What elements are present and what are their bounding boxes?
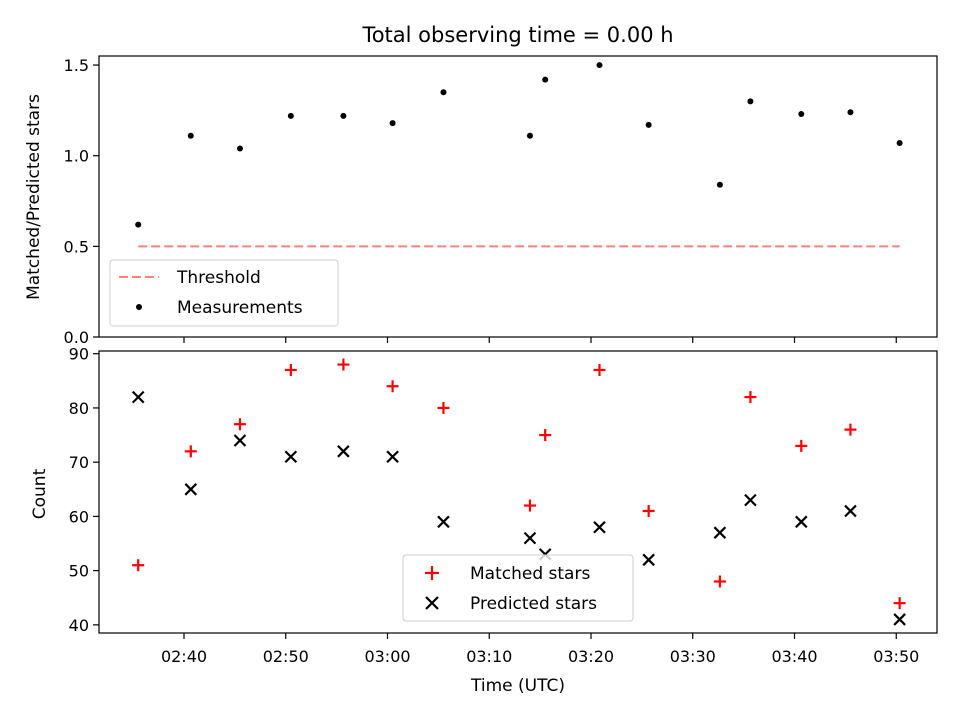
- measurement-point: [747, 98, 754, 105]
- measurement-point: [287, 112, 294, 119]
- chart-title: Total observing time = 0.00 h: [361, 23, 673, 47]
- matched-point: [713, 575, 726, 588]
- x-tick-label: 03:30: [670, 647, 716, 666]
- matched-point: [795, 439, 808, 452]
- measurement-point: [135, 221, 142, 228]
- matched-point: [744, 391, 757, 404]
- predicted-legend-label: Predicted stars: [470, 594, 597, 614]
- predicted-point: [386, 450, 399, 464]
- measurement-point: [526, 132, 533, 139]
- ratio-legend-box: [109, 259, 339, 327]
- predicted-legend-marker: [425, 596, 439, 610]
- x-tick-label: 03:40: [771, 647, 817, 666]
- matched-point: [437, 401, 450, 414]
- predicted-point: [844, 504, 857, 518]
- ratio-y-axis-label: Matched/Predicted stars: [24, 94, 44, 300]
- ratio-panel-frame: [98, 55, 938, 338]
- x-tick-label: 02:40: [161, 647, 207, 666]
- predicted-point: [795, 515, 808, 529]
- counts-y-tick-label: 70: [69, 453, 89, 472]
- matched-point: [539, 429, 552, 442]
- measurement-point: [896, 140, 903, 147]
- x-tick-label: 02:50: [263, 647, 309, 666]
- x-axis-label: Time (UTC): [470, 676, 565, 696]
- matched-point: [233, 418, 246, 431]
- predicted-point: [233, 434, 247, 447]
- predicted-point: [284, 450, 298, 464]
- counts-y-tick-label: 80: [69, 399, 89, 418]
- matched-legend-marker: [425, 566, 439, 580]
- measurements-legend-label: Measurements: [177, 298, 303, 318]
- predicted-point: [893, 613, 906, 626]
- predicted-point: [337, 445, 350, 458]
- measurement-point: [596, 62, 603, 69]
- matched-point: [523, 499, 536, 512]
- matched-point: [132, 559, 145, 572]
- measurement-point: [340, 112, 347, 119]
- ratio-y-tick-label: 0.5: [64, 237, 89, 256]
- predicted-point: [523, 531, 537, 545]
- measurement-point: [236, 145, 243, 152]
- x-tick-label: 03:20: [568, 647, 614, 666]
- ratio-y-tick-label: 0.0: [64, 328, 89, 347]
- counts-panel-frame: [98, 350, 938, 634]
- ratio-panel: 0.0 0.5 1.0 1.5 Matched/Predicted stars Thr…: [24, 55, 938, 347]
- predicted-point: [713, 526, 727, 539]
- predicted-point: [593, 520, 606, 534]
- counts-y-tick-label: 60: [69, 507, 89, 526]
- predicted-point: [131, 390, 145, 404]
- x-tick-label: 03:10: [466, 647, 512, 666]
- counts-y-tick-label: 40: [69, 616, 89, 635]
- measurements-legend-marker: [136, 304, 142, 310]
- ratio-y-tick-label: 1.5: [64, 56, 89, 75]
- ratio-legend: Threshold Measurements: [109, 259, 339, 327]
- measurement-point: [716, 181, 723, 188]
- counts-panel: 40 50 60 70 80 90 02:40 02:50 03:00 03:10 03:20 03:…: [30, 345, 938, 696]
- matched-point: [184, 445, 197, 458]
- measurement-point: [542, 76, 549, 83]
- matched-point: [593, 363, 606, 376]
- matched-point: [642, 504, 655, 517]
- counts-legend: Matched stars Predicted stars: [402, 554, 634, 622]
- measurement-point: [798, 111, 805, 118]
- counts-y-axis-label: Count: [30, 468, 50, 519]
- predicted-point: [184, 483, 198, 496]
- matched-point: [337, 358, 350, 371]
- x-tick-label: 03:00: [364, 647, 410, 666]
- ratio-y-tick-label: 1.0: [64, 147, 89, 166]
- measurement-point: [187, 132, 194, 139]
- measurement-point: [440, 89, 447, 96]
- measurement-point: [645, 121, 652, 128]
- matched-point: [386, 380, 399, 393]
- measurement-point: [389, 120, 396, 127]
- counts-y-tick-label: 50: [69, 562, 89, 581]
- predicted-point: [744, 493, 757, 507]
- matched-point: [844, 423, 857, 436]
- measurement-point: [847, 109, 854, 116]
- threshold-legend-label: Threshold: [176, 268, 261, 288]
- matched-legend-label: Matched stars: [470, 564, 590, 584]
- matched-point: [893, 597, 906, 610]
- counts-y-tick-label: 90: [69, 345, 89, 364]
- predicted-point: [642, 553, 655, 567]
- x-tick-label: 03:50: [873, 647, 919, 666]
- matched-point: [284, 363, 297, 376]
- counts-legend-box: [402, 554, 634, 622]
- predicted-point: [437, 515, 450, 529]
